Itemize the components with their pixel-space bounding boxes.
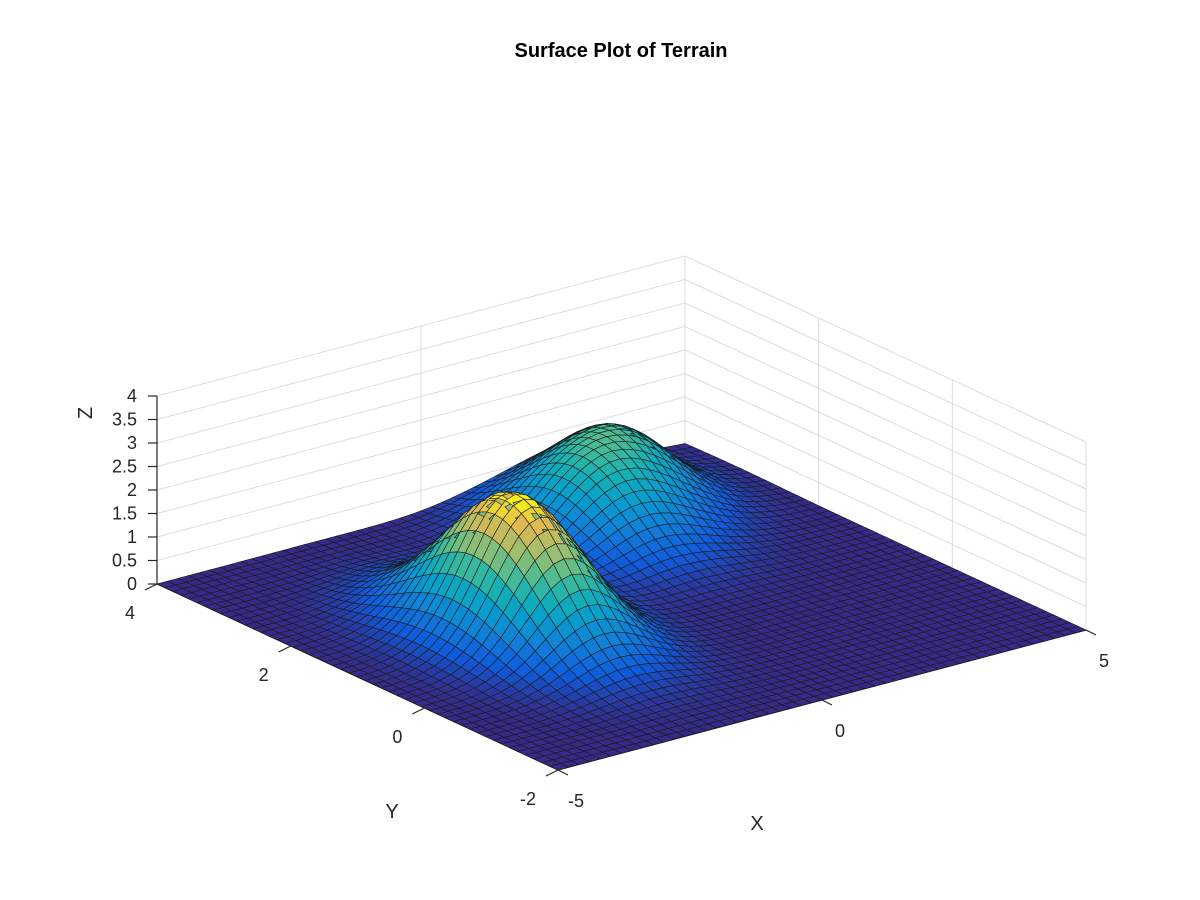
gridline-z xyxy=(156,372,1087,560)
z-tick-label: 1 xyxy=(127,527,137,547)
z-tick-label: 2.5 xyxy=(112,457,137,477)
z-tick-label: 3.5 xyxy=(112,410,137,430)
chart-title: Surface Plot of Terrain xyxy=(514,40,727,62)
tick-labels: 0 0.5 1 1.5 2 2.5 3 3.5 4 -5 0 5 -2 0 2 4 xyxy=(112,386,1109,811)
y-tick-label: -2 xyxy=(520,789,536,809)
gridline-z xyxy=(156,349,1087,537)
gridline-z xyxy=(156,396,1087,584)
y-tick-mark xyxy=(412,707,425,715)
x-tick-label: -5 xyxy=(568,791,584,811)
z-tick-label: 3 xyxy=(127,433,137,453)
surface xyxy=(156,423,1087,771)
y-axis-label: Y xyxy=(385,801,398,823)
x-tick-mark xyxy=(557,769,569,776)
z-tick-label: 1.5 xyxy=(112,504,137,524)
y-tick-mark xyxy=(545,769,559,777)
x-tick-label: 0 xyxy=(835,721,845,741)
x-tick-mark xyxy=(1085,629,1097,636)
x-tick-label: 5 xyxy=(1099,651,1109,671)
y-tick-mark xyxy=(144,583,158,591)
z-tick-label: 0 xyxy=(127,574,137,594)
y-tick-label: 0 xyxy=(392,727,402,747)
x-axis-label: X xyxy=(750,813,763,835)
surface-patch xyxy=(1066,625,1087,634)
y-tick-label: 2 xyxy=(259,665,269,685)
gridline-z xyxy=(156,255,1087,443)
gridline-z xyxy=(156,302,1087,490)
gridline-z xyxy=(156,325,1087,513)
z-tick-label: 2 xyxy=(127,480,137,500)
gridline-z xyxy=(156,278,1087,466)
x-tick-mark xyxy=(821,699,833,706)
z-tick-label: 4 xyxy=(127,386,137,406)
gridline-z xyxy=(156,419,1087,607)
z-tick-label: 0.5 xyxy=(112,551,137,571)
z-axis-label: Z xyxy=(75,407,97,419)
y-tick-mark xyxy=(278,645,291,653)
y-tick-label: 4 xyxy=(125,603,135,623)
